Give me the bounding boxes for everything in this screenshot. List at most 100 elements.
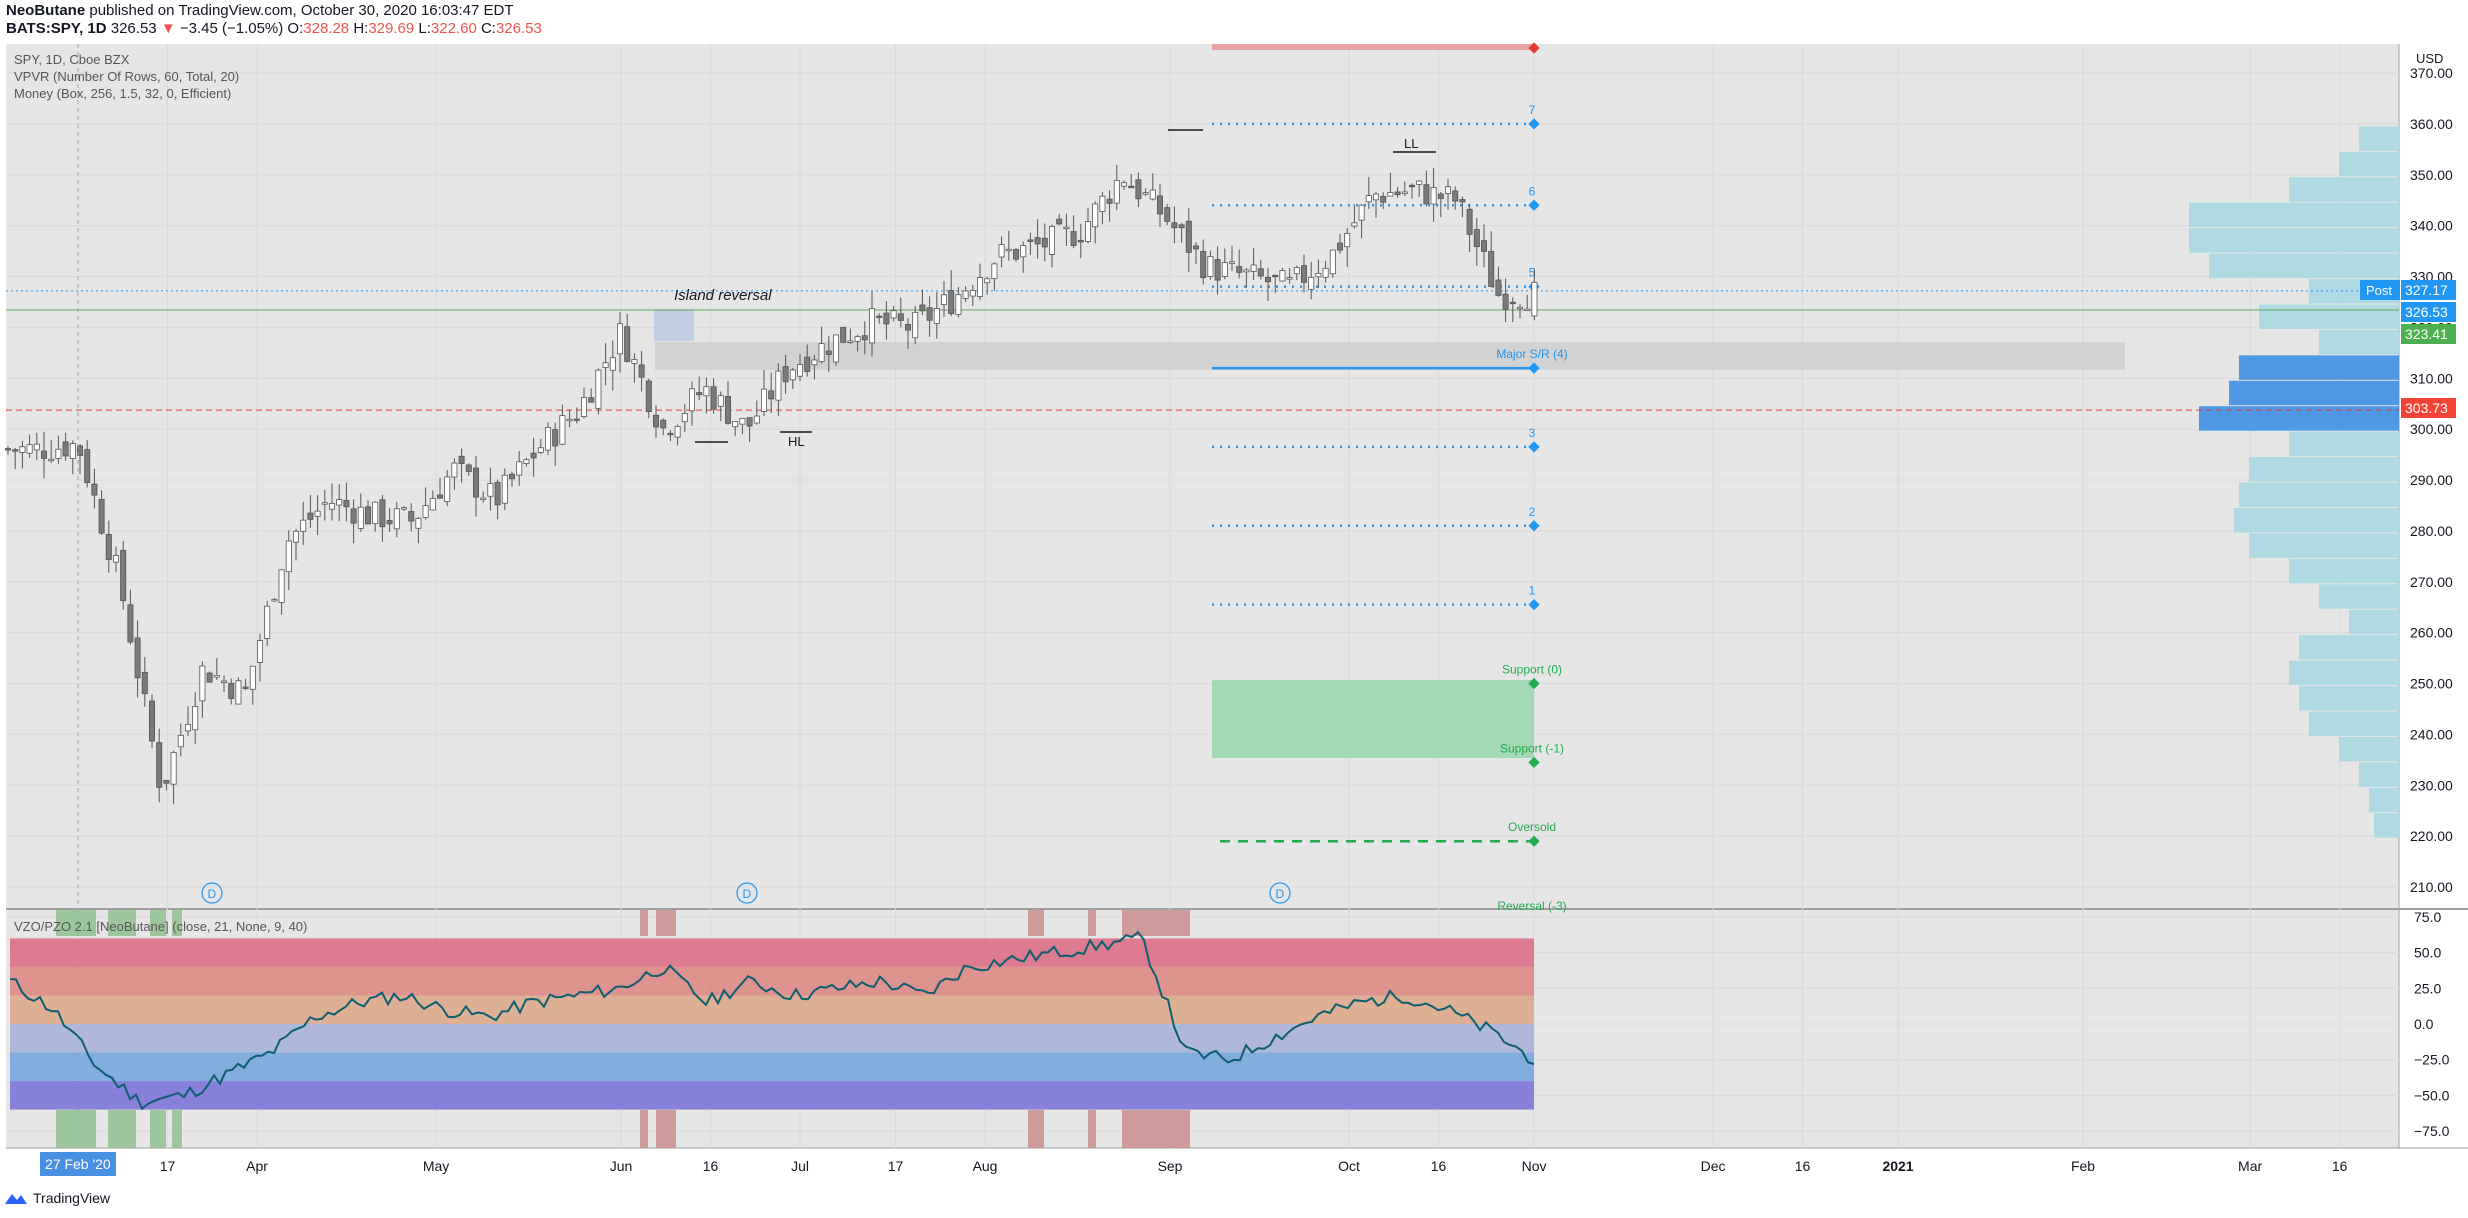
candle-body xyxy=(26,444,33,454)
candle-body xyxy=(372,501,379,525)
price-tick-label: 270.00 xyxy=(2410,574,2453,590)
candle-body xyxy=(847,340,854,343)
symbol-legend[interactable]: SPY, 1D, Cboe BZX xyxy=(14,52,130,67)
vpvr-bar xyxy=(2349,609,2399,635)
candle-body xyxy=(177,734,184,748)
candle-body xyxy=(797,364,804,377)
candle-body xyxy=(689,388,696,412)
dividend-marker[interactable]: D xyxy=(1269,882,1291,904)
candle-body xyxy=(1128,185,1135,189)
level-diamond xyxy=(1528,362,1540,374)
candle-body xyxy=(1293,267,1300,275)
candle-body xyxy=(1207,255,1214,277)
level-label: 2 xyxy=(1529,505,1536,519)
candle-body xyxy=(192,706,199,731)
oscillator-line xyxy=(9,930,1535,1111)
price-change: −3.45 (−1.05%) xyxy=(179,20,284,37)
main-plot-background[interactable] xyxy=(6,44,2399,908)
ll-label: LL xyxy=(1404,136,1418,151)
island-highlight xyxy=(654,309,694,341)
dividend-marker[interactable]: D xyxy=(201,882,223,904)
candle-body xyxy=(364,506,371,525)
symbol-label[interactable]: BATS:SPY, 1D xyxy=(6,20,107,37)
candle-body xyxy=(1517,306,1524,310)
candle-body xyxy=(84,449,91,484)
last-price-value: 326.53 xyxy=(2405,304,2448,320)
level-label: Oversold xyxy=(1508,820,1556,834)
candle-body xyxy=(1430,187,1437,205)
candle-body xyxy=(249,665,256,690)
level-diamond xyxy=(1528,441,1540,453)
price-axis[interactable]: 370.00360.00350.00340.00330.00320.00310.… xyxy=(2410,65,2453,895)
oscillator-tick-label: 50.0 xyxy=(2414,945,2441,961)
candle-body xyxy=(228,682,235,699)
oscillator-tick-label: −25.0 xyxy=(2414,1052,2450,1068)
horizontal-lines xyxy=(6,290,2399,411)
time-axis[interactable]: Mar 17 Apr May Jun 16 Jul 17 Aug Sep Oct 16 Nov Dec 16… xyxy=(66,1158,2348,1174)
candle-body xyxy=(1236,266,1243,273)
candle-body xyxy=(667,432,674,436)
candle-body xyxy=(933,308,940,324)
candle-body xyxy=(761,388,768,412)
price-tick-label: 290.00 xyxy=(2410,472,2453,488)
money-legend[interactable]: Money (Box, 256, 1.5, 32, 0, Efficient) xyxy=(14,86,231,101)
candle-body xyxy=(631,359,638,364)
candle-body xyxy=(264,605,271,639)
candle-body xyxy=(1337,242,1344,251)
candle-body xyxy=(235,680,242,705)
candle-body xyxy=(69,443,76,459)
oscillator-axis[interactable]: 75.0 50.0 25.0 0.0 −25.0 −50.0 −75.0 xyxy=(2414,909,2450,1139)
dividend-marker[interactable]: D xyxy=(736,882,758,904)
red-price-value: 303.73 xyxy=(2405,400,2448,416)
candle-body xyxy=(833,334,840,363)
candle-body xyxy=(883,312,890,325)
candle-body xyxy=(602,362,609,368)
vpvr-legend[interactable]: VPVR (Number Of Rows, 60, Total, 20) xyxy=(14,69,239,84)
candle-body xyxy=(386,520,393,525)
candle-body xyxy=(292,530,299,543)
candle-body xyxy=(5,448,11,451)
dividend-d-label: D xyxy=(208,887,217,901)
candle-body xyxy=(595,369,602,409)
candle-body xyxy=(148,700,155,742)
time-tick-label: 17 xyxy=(888,1158,904,1174)
candle-body xyxy=(508,473,515,480)
vpvr-bar xyxy=(2229,380,2399,406)
vpvr-bar xyxy=(2359,126,2399,151)
ohlc-open: 328.28 xyxy=(303,20,350,37)
candle-body xyxy=(876,315,883,318)
vpvr-bar xyxy=(2299,686,2399,711)
candle-body xyxy=(41,450,48,459)
candle-body xyxy=(55,448,62,459)
candle-body xyxy=(163,779,170,784)
candle-body xyxy=(415,517,422,529)
oscillator-signal-bar xyxy=(172,910,182,936)
tradingview-brand: TradingView xyxy=(33,1190,111,1206)
vpvr-bar xyxy=(2289,558,2399,584)
candle-body xyxy=(278,569,285,603)
tradingview-logo-icon xyxy=(5,1194,27,1204)
vpvr-bar xyxy=(2299,635,2399,660)
oscillator-legend[interactable]: VZO/PZO 2.1 [NeoButane] (close, 21, None… xyxy=(14,919,307,934)
candle-body xyxy=(33,443,40,451)
candle-body xyxy=(1056,218,1063,225)
candle-body xyxy=(1106,198,1113,204)
candle-body xyxy=(1085,221,1092,242)
candle-body xyxy=(1308,277,1315,290)
candle-body xyxy=(1185,220,1192,253)
candle-body xyxy=(113,555,120,563)
time-tick-label: May xyxy=(423,1158,449,1174)
chart-canvas[interactable]: 7 6 5 Major S/R (4) 3 2 1 Support (0) Support (-… xyxy=(0,0,2468,1190)
candle-body xyxy=(1157,195,1164,215)
candle-body xyxy=(1034,237,1041,245)
level-diamond xyxy=(1528,756,1540,769)
publisher-name[interactable]: NeoButane xyxy=(6,2,86,19)
candle-body xyxy=(1099,195,1106,212)
tradingview-footer[interactable]: TradingView xyxy=(4,1190,110,1206)
oscillator-signal-bar xyxy=(1122,910,1190,936)
vpvr-bar xyxy=(2189,202,2399,228)
candle-body xyxy=(1452,190,1459,202)
candle-body xyxy=(408,511,415,522)
candle-body xyxy=(573,418,580,421)
oscillator-signal-bar xyxy=(56,910,96,936)
